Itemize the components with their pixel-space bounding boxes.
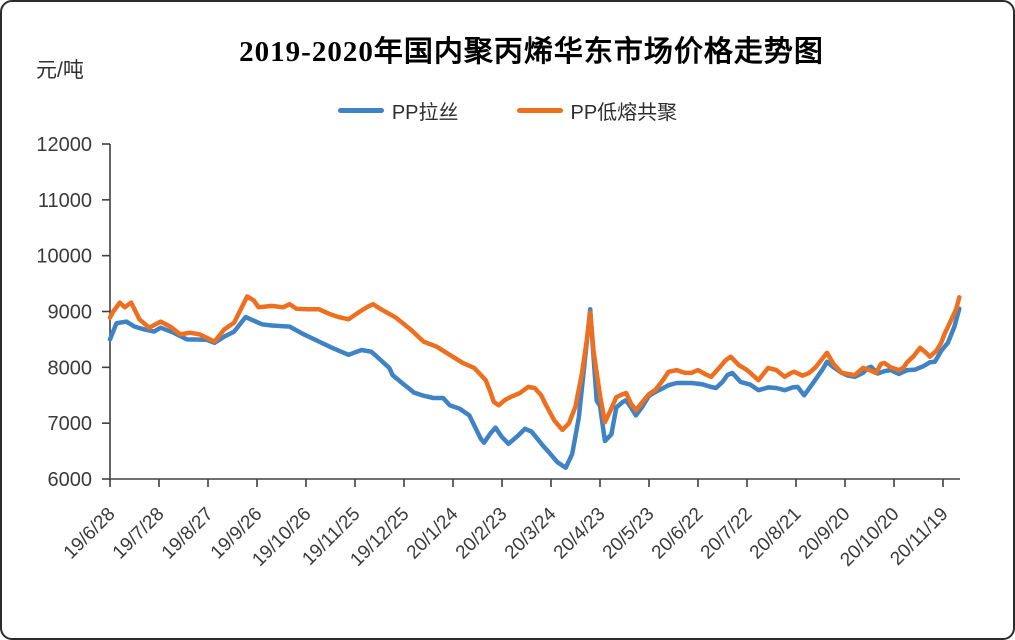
y-tick-label: 9000 (48, 302, 93, 324)
y-tick-label: 8000 (48, 357, 93, 379)
legend-item-pp-low-melt-copolymer: PP低熔共聚 (516, 96, 678, 125)
line-pp-low-melt-copolymer (107, 294, 962, 433)
x-tick-label: 20/8/21 (746, 504, 806, 564)
x-tick-label: 19/6/28 (60, 504, 120, 564)
x-tick-label: 20/2/23 (452, 504, 512, 564)
legend-line-pp-low-melt-copolymer-icon (516, 108, 563, 113)
x-tick-label: 20/4/23 (550, 504, 610, 564)
y-axis-unit-label: 元/吨 (36, 59, 84, 82)
x-tick-label: 20/3/24 (501, 503, 561, 563)
x-tick-label: 19/8/27 (158, 504, 218, 564)
legend-label-pp-drawing: PP拉丝 (391, 102, 459, 124)
legend: PP拉丝 PP低熔共聚 (2, 96, 1013, 125)
legend-line-pp-drawing-icon (337, 108, 384, 113)
y-tick-label: 6000 (48, 469, 93, 491)
x-tick-label: 20/5/23 (599, 504, 659, 564)
legend-item-pp-drawing: PP拉丝 (337, 96, 459, 125)
y-tick-label: 11000 (38, 190, 92, 212)
x-tick-label: 20/1/24 (403, 503, 463, 563)
x-tick-label: 20/6/22 (648, 504, 708, 564)
chart-title: 2019-2020年国内聚丙烯华东市场价格走势图 (239, 36, 824, 68)
y-tick-label: 12000 (36, 134, 92, 156)
legend-label-pp-low-melt-copolymer: PP低熔共聚 (570, 102, 678, 124)
x-tick-label: 19/7/28 (109, 504, 169, 564)
x-tick-label: 20/7/22 (697, 504, 757, 564)
y-tick-label: 7000 (48, 413, 93, 435)
y-tick-label: 10000 (36, 246, 92, 268)
